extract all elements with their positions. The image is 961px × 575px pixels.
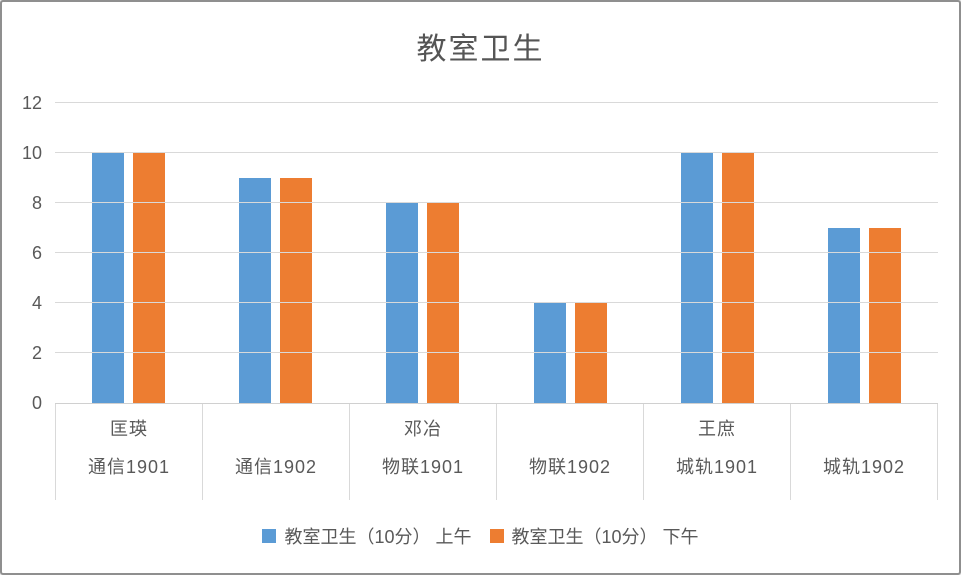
legend: 教室卫生（10分） 上午 教室卫生（10分） 下午 [2,520,959,552]
bar-group [55,103,202,403]
bar [721,153,754,403]
category-class-label: 城轨1902 [822,457,906,477]
legend-swatch-icon [489,529,504,543]
bar [280,178,313,403]
bar [427,203,460,403]
bar-group [497,103,644,403]
bar-group [791,103,938,403]
bar [533,303,566,403]
y-axis-tick-label: 4 [31,293,42,313]
legend-item: 教室卫生（10分） 下午 [489,523,699,549]
gridline [55,252,938,253]
bar [133,153,166,403]
category-group-label: 邓冶 [404,419,442,439]
category-class-label: 物联1901 [381,457,465,477]
category-class-label: 城轨1901 [675,457,759,477]
category-cell: 匡瑛通信1901 [55,404,202,500]
bar [92,153,125,403]
category-cell: 城轨1902 [790,404,938,500]
category-class-label: 通信1902 [234,457,318,477]
chart-title: 教室卫生 [416,33,545,66]
y-axis-tick-label: 8 [31,193,42,213]
gridline [55,102,938,103]
plot-area [55,102,938,404]
category-cell: 王庶城轨1901 [643,404,790,500]
bar [239,178,272,403]
legend-swatch-icon [262,529,277,543]
category-class-label: 物联1902 [528,457,612,477]
legend-item: 教室卫生（10分） 上午 [262,523,472,549]
legend-label: 教室卫生（10分） 下午 [511,527,699,547]
category-cell: 物联1902 [496,404,643,500]
y-axis-tick-label: 6 [31,243,42,263]
legend-label: 教室卫生（10分） 上午 [284,527,472,547]
category-class-label: 通信1901 [87,457,171,477]
y-axis: 0 2 4 6 8 10 12 [2,93,46,413]
bar-groups [55,103,938,403]
category-group-label: 匡瑛 [110,419,148,439]
bar [680,153,713,403]
category-axis: 匡瑛 通信1901 通信1902 邓冶 物联1901 物联1902 王庶 城轨1901 城轨19… [55,403,938,500]
bar-group [349,103,496,403]
gridline [55,352,938,353]
gridline [55,302,938,303]
bar [868,228,901,403]
gridline [55,202,938,203]
bar [386,203,419,403]
y-axis-tick-label: 10 [21,143,42,163]
y-axis-tick-label: 2 [31,343,42,363]
category-cell: 通信1902 [202,404,349,500]
category-cell: 邓冶物联1901 [349,404,496,500]
bar-group [202,103,349,403]
y-axis-tick-label: 12 [21,93,42,113]
y-axis-tick-label: 0 [31,393,42,413]
category-group-label: 王庶 [698,419,736,439]
bar-group [644,103,791,403]
gridline [55,152,938,153]
bar [574,303,607,403]
bar [827,228,860,403]
